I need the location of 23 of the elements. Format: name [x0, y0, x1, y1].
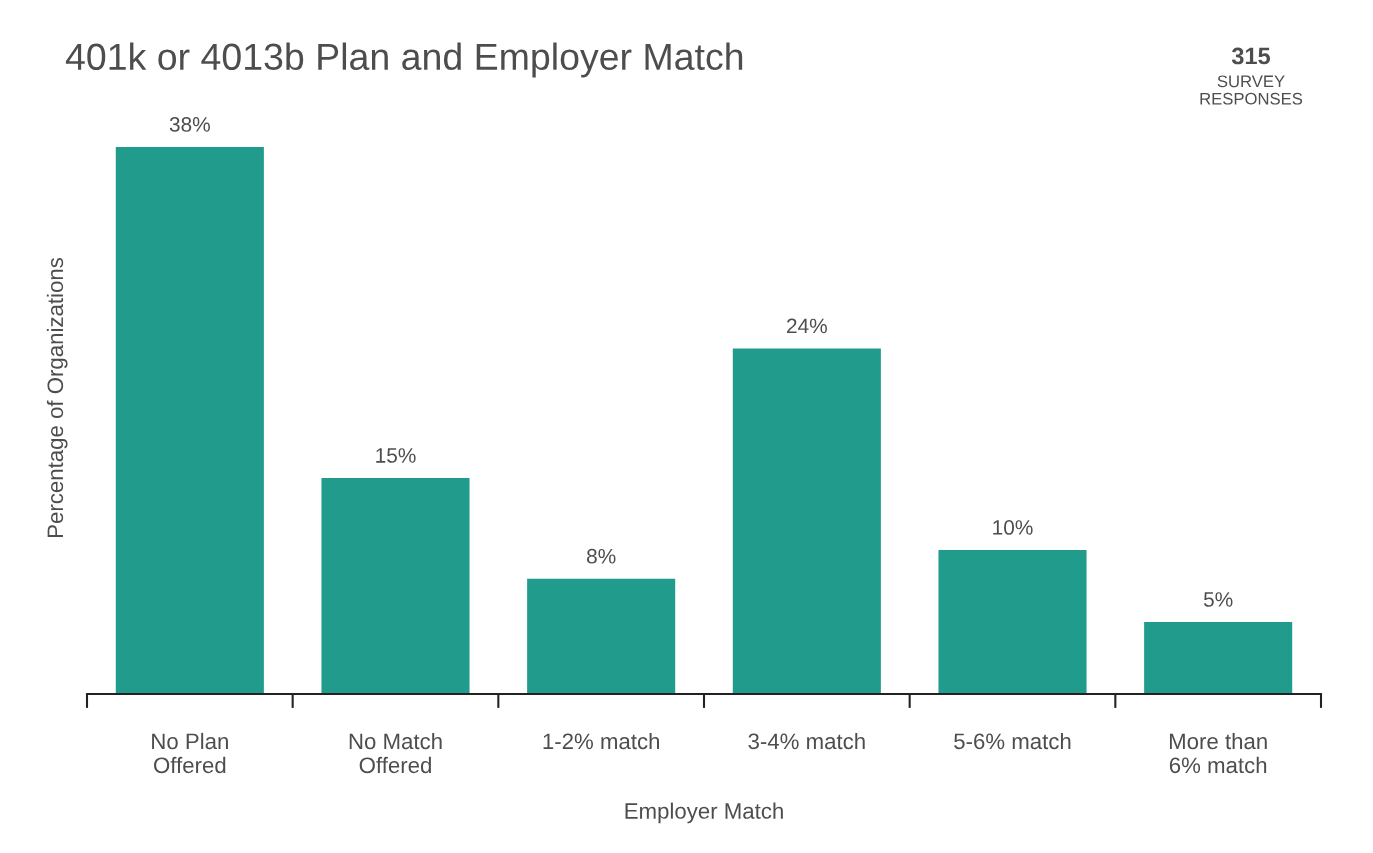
data-label: 24%: [787, 318, 827, 334]
bar: [938, 550, 1087, 694]
bar: [115, 147, 264, 694]
x-tick-label: No Match Offered: [349, 732, 442, 774]
data-label: 5%: [1203, 592, 1233, 607]
data-label: 15%: [376, 448, 416, 463]
bar: [527, 578, 676, 694]
bar: [732, 348, 881, 694]
bar: [321, 478, 470, 694]
x-tick-label: 1-2% match: [543, 732, 660, 750]
data-label: 10%: [993, 520, 1033, 535]
x-tick-label: 3-4% match: [748, 732, 865, 750]
bar: [1144, 622, 1293, 694]
x-tick-label: 5-6% match: [954, 732, 1071, 750]
x-axis-title: Employer Match: [625, 802, 783, 824]
text: 315: [1231, 47, 1271, 65]
chart-title: 401k or 4013b Plan and Employer Match: [65, 42, 743, 78]
x-tick-label: No Plan Offered: [152, 732, 228, 774]
y-axis-title: Percentage of Organizations: [46, 257, 68, 537]
data-label: 8%: [587, 548, 616, 564]
data-label: 38%: [169, 117, 210, 132]
x-tick-label: More than 6% match: [1169, 732, 1267, 774]
text: SURVEY RESPONSES: [1200, 75, 1303, 105]
